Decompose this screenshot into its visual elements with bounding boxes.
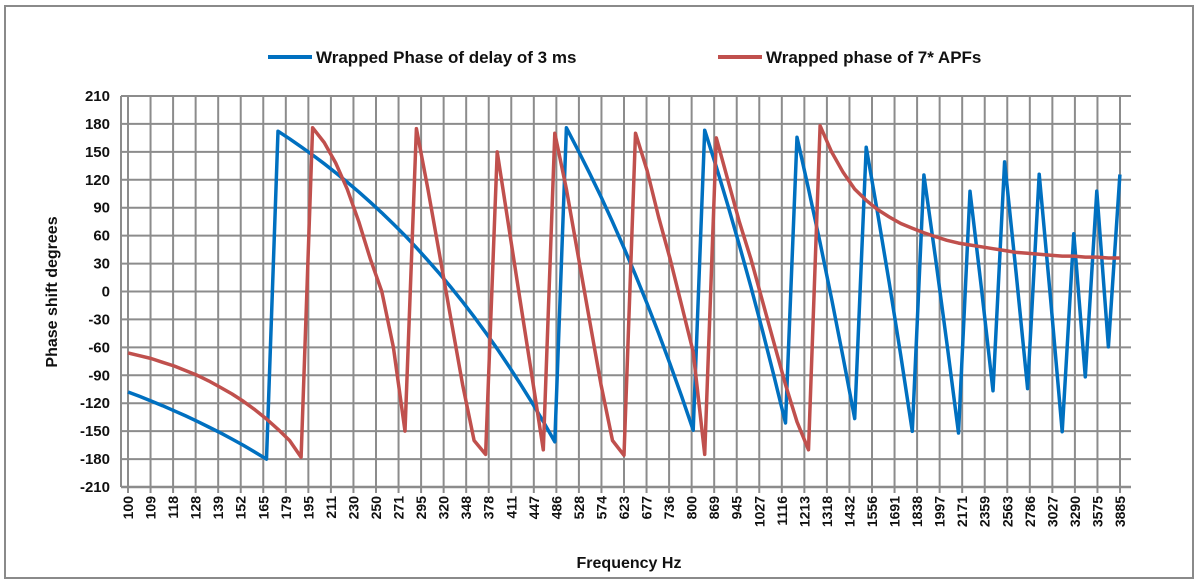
y-tick-label: -150 <box>80 423 110 440</box>
x-tick-label: 139 <box>210 496 226 520</box>
x-tick-label: 2359 <box>977 496 993 527</box>
x-tick-label: 1432 <box>841 496 857 527</box>
y-tick-label: -60 <box>88 339 110 356</box>
y-tick-label: 180 <box>85 116 110 133</box>
x-tick-label: 250 <box>368 496 384 520</box>
x-tick-label: 3885 <box>1112 496 1128 527</box>
x-tick-label: 109 <box>143 496 159 520</box>
y-axis-ticks: 210 180 150 120 90 60 30 0 -30 -60 -90 -120 -150 -180… <box>80 88 110 496</box>
x-tick-label: 2171 <box>954 496 970 527</box>
x-tick-label: 1116 <box>774 496 790 526</box>
y-axis-title: Phase shift degrees <box>44 216 61 367</box>
y-tick-label: -120 <box>80 395 110 412</box>
x-tick-label: 211 <box>323 496 339 519</box>
y-tick-label: 90 <box>93 200 110 217</box>
y-tick-label: 150 <box>85 144 110 161</box>
series-lines <box>127 124 1122 461</box>
x-tick-label: 179 <box>278 496 294 520</box>
x-tick-label: 1213 <box>796 496 812 527</box>
y-tick-label: 120 <box>85 172 110 189</box>
x-axis-ticks: 100 109 118 128 139 152 165 179 195 211 230 250 271 2… <box>120 496 1128 527</box>
x-tick-label: 486 <box>548 496 564 520</box>
y-tick-label: 30 <box>93 256 110 273</box>
x-tick-label: 677 <box>639 496 655 520</box>
y-tick-label: 210 <box>85 88 110 105</box>
legend-label-delay: Wrapped Phase of delay of 3 ms <box>316 48 576 67</box>
x-tick-label: 3027 <box>1044 496 1060 527</box>
x-tick-label: 295 <box>413 496 429 520</box>
x-tick-label: 1318 <box>819 496 835 527</box>
y-tick-label: -180 <box>80 451 110 468</box>
legend: Wrapped Phase of delay of 3 ms Wrapped p… <box>268 48 981 67</box>
x-tick-label: 945 <box>729 496 745 520</box>
x-tick-label: 1027 <box>751 496 767 527</box>
chart-frame <box>4 5 1194 579</box>
x-tick-label: 3290 <box>1067 496 1083 527</box>
x-tick-label: 1691 <box>887 496 903 527</box>
x-tick-label: 118 <box>165 496 181 519</box>
x-tick-label: 574 <box>593 496 609 520</box>
x-tick-label: 800 <box>684 496 700 520</box>
x-tick-label: 3575 <box>1089 496 1105 527</box>
y-tick-label: 0 <box>102 284 110 301</box>
legend-label-apf: Wrapped phase of 7* APFs <box>766 48 981 67</box>
x-tick-label: 528 <box>571 496 587 520</box>
x-tick-label: 165 <box>255 496 271 520</box>
x-tick-label: 869 <box>706 496 722 520</box>
x-tick-label: 1838 <box>909 496 925 527</box>
x-tick-label: 1997 <box>932 496 948 527</box>
x-tick-label: 411 <box>503 496 519 519</box>
x-tick-label: 230 <box>345 496 361 520</box>
x-tick-label: 2563 <box>999 496 1015 527</box>
y-tick-label: -210 <box>80 479 110 496</box>
x-axis-title: Frequency Hz <box>577 555 682 572</box>
x-tick-label: 736 <box>661 496 677 520</box>
x-tick-label: 195 <box>300 496 316 520</box>
x-tick-label: 623 <box>616 496 632 520</box>
y-tick-label: -90 <box>88 367 110 384</box>
x-tick-label: 378 <box>481 496 497 520</box>
y-tick-label: -30 <box>88 311 110 328</box>
x-tick-label: 447 <box>526 496 542 520</box>
y-tick-label: 60 <box>93 228 110 245</box>
x-tick-label: 320 <box>436 496 452 520</box>
x-tick-label: 152 <box>233 496 249 520</box>
x-tick-label: 271 <box>391 496 407 520</box>
x-tick-label: 348 <box>458 496 474 520</box>
x-tick-label: 100 <box>120 496 136 520</box>
x-tick-label: 128 <box>188 496 204 520</box>
x-tick-label: 2786 <box>1022 496 1038 527</box>
x-tick-label: 1556 <box>864 496 880 527</box>
